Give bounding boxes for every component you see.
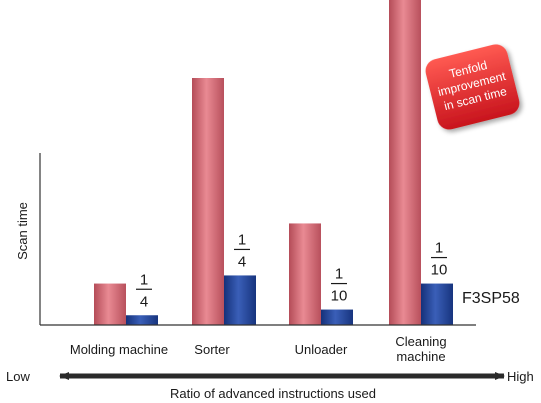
y-axis-label: Scan time bbox=[15, 202, 30, 260]
category-labels: Molding machine Sorter Unloader Cleaningmac… bbox=[70, 334, 447, 364]
bar-series2-1 bbox=[224, 275, 256, 325]
bar-series2-3 bbox=[421, 283, 453, 325]
category-label-1: Sorter bbox=[194, 342, 230, 357]
bar-series1-2 bbox=[289, 223, 321, 325]
ratio-label-3: 110 bbox=[431, 240, 448, 279]
bar-series2-0 bbox=[126, 315, 158, 325]
bar-series2-2 bbox=[321, 309, 353, 325]
bars-layer bbox=[94, 0, 453, 325]
ratio-label-2: 110 bbox=[331, 266, 348, 305]
badge-text: Tenfoldimprovementin scan time bbox=[433, 54, 512, 114]
improvement-badge: Tenfoldimprovementin scan time bbox=[425, 44, 520, 130]
ratio-denominator: 4 bbox=[238, 253, 246, 270]
bar-series1-0 bbox=[94, 283, 126, 325]
ratio-numerator: 1 bbox=[335, 266, 343, 283]
bar-series1-1 bbox=[192, 78, 224, 325]
ratio-numerator: 1 bbox=[140, 271, 148, 288]
x-axis-label: Ratio of advanced instructions used bbox=[170, 386, 376, 401]
ratio-label-0: 14 bbox=[136, 271, 152, 310]
axis-low-label: Low bbox=[6, 369, 30, 384]
ratio-numerator: 1 bbox=[435, 240, 443, 257]
category-label-3: machine bbox=[396, 349, 445, 364]
bar-series1-3 bbox=[389, 0, 421, 325]
category-label-2: Unloader bbox=[295, 342, 348, 357]
ratio-denominator: 4 bbox=[140, 293, 148, 310]
category-label-3: Cleaning bbox=[395, 334, 446, 349]
ratio-denominator: 10 bbox=[331, 288, 348, 305]
ratio-numerator: 1 bbox=[238, 231, 246, 248]
legend-label-f3sp58: F3SP58 bbox=[462, 290, 520, 307]
axis-high-label: High bbox=[507, 369, 534, 384]
ratio-denominator: 10 bbox=[431, 262, 448, 279]
category-label-0: Molding machine bbox=[70, 342, 168, 357]
ratio-label-1: 14 bbox=[234, 231, 250, 270]
